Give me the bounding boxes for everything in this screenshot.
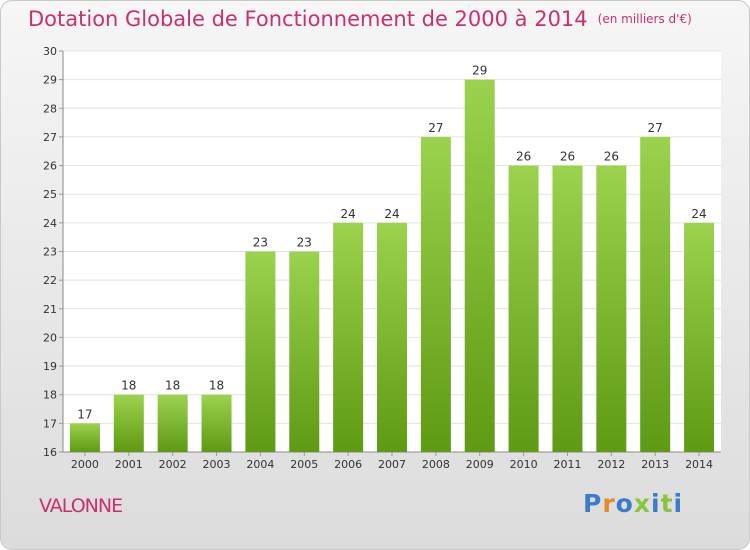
bar (113, 394, 144, 452)
bar (420, 136, 451, 452)
x-tick-label: 2011 (553, 458, 581, 471)
logo-letter: t (660, 489, 674, 518)
bar (377, 222, 407, 452)
x-tick-label: 2012 (597, 458, 625, 471)
data-label: 23 (297, 236, 312, 250)
y-tick-label: 25 (43, 188, 57, 201)
proxiti-logo: Proxiti (583, 489, 693, 523)
data-label: 24 (691, 207, 706, 221)
bar (552, 165, 583, 453)
plot-area: 16 17 18 19 20 21 22 23 24 25 26 27 28 29 30 17 2000 18 20… (43, 45, 721, 471)
data-label: 18 (165, 379, 180, 393)
proxiti-logo-text: Proxiti (583, 489, 683, 518)
y-tick-label: 28 (43, 102, 57, 115)
commune-name: VALONNE (39, 495, 123, 517)
y-tick-label: 23 (43, 246, 57, 259)
bar (684, 222, 715, 452)
x-tick-label: 2003 (203, 458, 231, 471)
y-tick-label: 21 (43, 303, 57, 316)
data-label: 18 (121, 379, 136, 393)
data-label: 24 (340, 207, 355, 221)
data-label: 23 (253, 236, 268, 250)
logo-letter: x (633, 489, 651, 518)
x-tick-label: 2014 (685, 458, 713, 471)
x-tick-label: 2001 (115, 458, 143, 471)
y-tick-label: 30 (43, 45, 57, 58)
y-tick-label: 20 (43, 331, 57, 344)
data-label: 29 (472, 64, 487, 78)
logo-letter: i (673, 489, 684, 518)
bar (596, 165, 627, 453)
y-tick-label: 16 (43, 446, 57, 459)
y-tick-label: 29 (43, 74, 57, 87)
x-tick-label: 2004 (246, 458, 274, 471)
y-tick-label: 19 (43, 360, 57, 373)
data-label: 26 (516, 150, 531, 164)
bar (69, 423, 100, 452)
x-tick-label: 2007 (378, 458, 406, 471)
bar (289, 251, 320, 452)
bar (157, 394, 188, 452)
data-label: 26 (604, 150, 619, 164)
chart-title: Dotation Globale de Fonctionnement de 20… (28, 7, 588, 31)
bar (201, 394, 232, 452)
bar (333, 222, 364, 452)
x-tick-label: 2009 (466, 458, 494, 471)
data-label: 27 (648, 121, 663, 135)
logo-letter: P (583, 489, 603, 518)
bar (508, 165, 539, 453)
chart-title-row: Dotation Globale de Fonctionnement de 20… (28, 7, 692, 31)
bar (464, 79, 495, 453)
chart-subtitle: (en milliers d'€) (597, 12, 692, 26)
bar (245, 251, 276, 452)
y-tick-label: 24 (43, 217, 57, 230)
y-tick-label: 26 (43, 160, 57, 173)
x-tick-label: 2000 (71, 458, 99, 471)
y-tick-label: 27 (43, 131, 57, 144)
logo-letter: o (615, 489, 634, 518)
logo-letter: r (602, 489, 616, 518)
x-tick-label: 2005 (290, 458, 318, 471)
x-tick-label: 2002 (159, 458, 187, 471)
data-label: 18 (209, 379, 224, 393)
y-tick-label: 22 (43, 274, 57, 287)
data-label: 17 (77, 407, 92, 421)
x-tick-label: 2010 (510, 458, 538, 471)
x-tick-label: 2008 (422, 458, 450, 471)
x-tick-label: 2006 (334, 458, 362, 471)
y-tick-label: 17 (43, 417, 57, 430)
bar (640, 136, 671, 452)
data-label: 24 (384, 207, 399, 221)
x-tick-label: 2013 (641, 458, 669, 471)
data-label: 27 (428, 121, 443, 135)
data-label: 26 (560, 150, 575, 164)
logo-letter: i (651, 489, 661, 518)
y-tick-label: 18 (43, 389, 57, 402)
